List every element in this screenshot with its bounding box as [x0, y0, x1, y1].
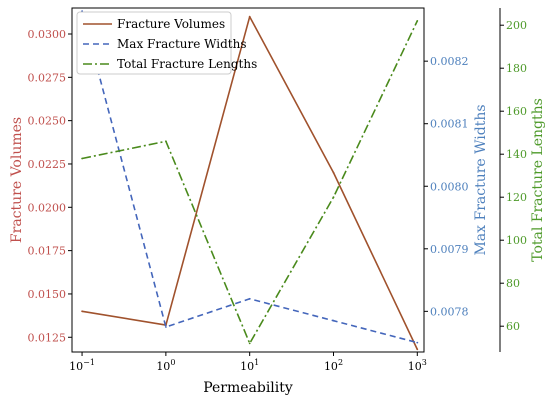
left-tick-label: 0.0275 — [28, 71, 67, 84]
x-tick-label: 101 — [240, 358, 259, 373]
max-width-tick-label: 0.0081 — [430, 118, 469, 131]
total-length-axis-title: Total Fracture Lengths — [530, 98, 546, 262]
max-width-axis: 0.0078 0.0079 0.0080 0.0081 0.0082 — [424, 55, 469, 318]
left-tick-label: 0.0225 — [28, 158, 67, 171]
total-length-tick-label: 180 — [506, 62, 527, 75]
legend-box — [76, 11, 232, 75]
series-1-point — [416, 348, 419, 351]
max-width-tick-label: 0.0078 — [430, 305, 469, 318]
series-3-point — [416, 20, 419, 22]
plot-frame — [71, 7, 425, 353]
left-tick-label: 0.0150 — [28, 288, 67, 301]
series-3-point — [332, 196, 335, 199]
x-tick-label: 103 — [408, 358, 427, 373]
total-length-tick-label: 160 — [506, 105, 527, 118]
x-axis: 10−1 100 101 102 103 — [69, 352, 427, 373]
left-tick-label: 0.0175 — [28, 245, 67, 258]
max-width-tick-label: 0.0079 — [430, 243, 469, 256]
series-3-point — [248, 342, 251, 345]
legend-label: Total Fracture Lengths — [117, 57, 257, 71]
total-length-axis: 60 80 100 120 140 160 180 200 — [499, 8, 527, 352]
total-length-tick-label: 120 — [506, 191, 527, 204]
left-tick-label: 0.0125 — [28, 331, 67, 344]
x-tick-label: 10−1 — [69, 358, 95, 373]
max-width-tick-label: 0.0082 — [430, 55, 469, 68]
series-3-point — [81, 157, 83, 160]
series-1-point — [248, 15, 251, 18]
x-tick-label: 102 — [324, 358, 343, 373]
left-tick-label: 0.0200 — [28, 201, 67, 214]
series-2-point — [165, 326, 167, 328]
left-axis: 0.0125 0.0150 0.0175 0.0200 0.0225 0.0250 0.02… — [28, 28, 72, 344]
series-layer — [81, 10, 419, 351]
x-axis-title: Permeability — [203, 380, 293, 396]
legend-label: Fracture Volumes — [117, 17, 225, 31]
max-width-tick-label: 0.0080 — [430, 180, 469, 193]
left-axis-title: Fracture Volumes — [9, 117, 25, 243]
max-width-axis-title: Max Fracture Widths — [473, 104, 489, 255]
legend-label: Max Fracture Widths — [117, 37, 247, 51]
series-1-point — [81, 310, 83, 313]
series-1-point — [332, 171, 335, 174]
total-length-tick-label: 140 — [506, 148, 527, 161]
total-length-tick-label: 200 — [506, 19, 527, 32]
total-length-tick-label: 100 — [506, 234, 527, 247]
series-2-point — [248, 297, 251, 300]
series-2-point — [416, 341, 419, 344]
left-tick-label: 0.0250 — [28, 115, 67, 128]
series-2-point — [332, 319, 335, 322]
total-length-tick-label: 80 — [506, 277, 520, 290]
total-length-tick-label: 60 — [506, 320, 520, 333]
left-tick-label: 0.0300 — [28, 28, 67, 41]
series-3-point — [165, 140, 167, 143]
legend: Fracture Volumes Max Fracture Widths Total… — [76, 11, 257, 75]
series-line-3 — [81, 20, 419, 345]
x-tick-label: 100 — [156, 358, 175, 373]
